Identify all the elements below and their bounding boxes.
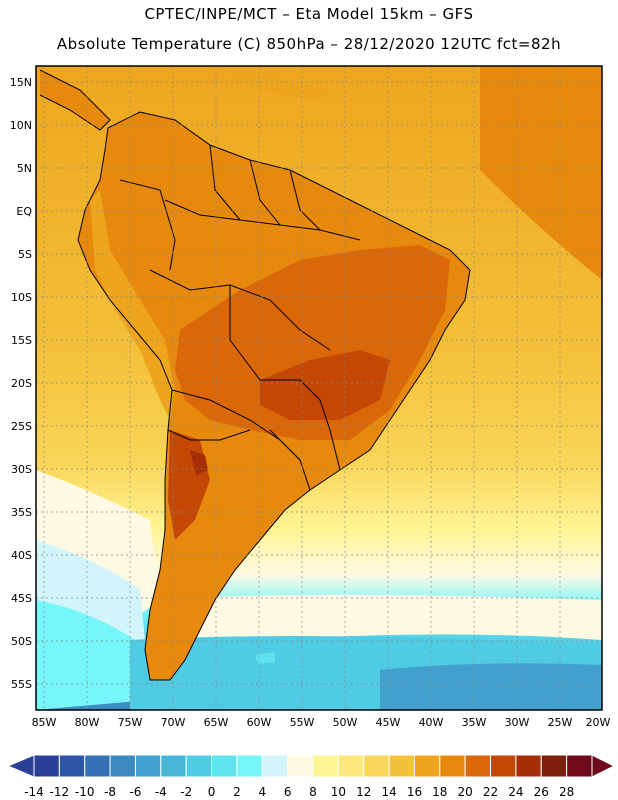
colorbar-label: 20 bbox=[458, 785, 473, 799]
colorbar-swatch bbox=[185, 754, 213, 778]
colorbar-label: -2 bbox=[180, 785, 192, 799]
colorbar-swatch bbox=[439, 754, 466, 778]
colorbar-swatch bbox=[490, 754, 517, 778]
lat-label: 25S bbox=[11, 420, 32, 433]
lon-label: 20W bbox=[586, 716, 611, 729]
country-borders bbox=[39, 69, 471, 681]
colorbar-label: 24 bbox=[508, 785, 523, 799]
colorbar-swatch bbox=[211, 754, 238, 778]
lon-label: 50W bbox=[333, 716, 358, 729]
colorbar-label: 16 bbox=[407, 785, 422, 799]
colorbar-label: 22 bbox=[483, 785, 498, 799]
lat-label: 10N bbox=[10, 119, 32, 132]
lon-label: 60W bbox=[247, 716, 272, 729]
lat-label: 50S bbox=[11, 635, 32, 648]
colorbar-swatch bbox=[236, 754, 263, 778]
lon-label: 80W bbox=[75, 716, 100, 729]
colorbar-swatch bbox=[337, 754, 365, 778]
latitude-axis: 15N 10N 5N EQ 5S 10S 15S 20S 25S 30S 35S… bbox=[10, 76, 33, 691]
colorbar-label: -4 bbox=[155, 785, 167, 799]
title-line-2: Absolute Temperature (C) 850hPa – 28/12/… bbox=[56, 35, 562, 53]
colorbar-swatch bbox=[134, 754, 162, 778]
colorbar-swatch bbox=[109, 754, 136, 778]
colorbar-label: -10 bbox=[75, 785, 95, 799]
colorbar-swatch bbox=[413, 754, 441, 778]
lat-label: 15S bbox=[11, 334, 32, 347]
graticule bbox=[36, 66, 602, 710]
colorbar-label: 8 bbox=[309, 785, 317, 799]
colorbar-label: 0 bbox=[208, 785, 216, 799]
colorbar-label: 10 bbox=[331, 785, 346, 799]
lat-label: 20S bbox=[11, 377, 32, 390]
colorbar-label: 2 bbox=[233, 785, 241, 799]
colorbar-swatch bbox=[287, 754, 314, 778]
colorbar-swatch bbox=[515, 754, 542, 778]
colorbar-arrow-right bbox=[591, 754, 616, 778]
lon-label: 40W bbox=[419, 716, 444, 729]
lat-label: 5N bbox=[17, 162, 32, 175]
lat-label: EQ bbox=[16, 205, 32, 218]
colorbar-swatch bbox=[312, 754, 339, 778]
lon-label: 85W bbox=[32, 716, 57, 729]
lon-label: 65W bbox=[204, 716, 229, 729]
lat-label: 55S bbox=[11, 678, 32, 691]
colorbar-label: -12 bbox=[50, 785, 70, 799]
colorbar-label: -8 bbox=[104, 785, 116, 799]
colorbar: -14 -12 -10 -8 -6 -4 -2 0 2 4 6 8 10 12 14 16 18 20 22 24 26… bbox=[6, 754, 616, 799]
longitude-axis: 85W 80W 75W 70W 65W 60W 55W 50W 45W 40W … bbox=[32, 716, 611, 729]
title-line-1: CPTEC/INPE/MCT – Eta Model 15km – GFS bbox=[144, 5, 474, 23]
colorbar-label: 28 bbox=[559, 785, 574, 799]
lat-label: 15N bbox=[10, 76, 32, 89]
lon-label: 45W bbox=[376, 716, 401, 729]
colorbar-label: 26 bbox=[534, 785, 549, 799]
lon-label: 30W bbox=[505, 716, 530, 729]
colorbar-swatch bbox=[84, 754, 111, 778]
lat-label: 45S bbox=[11, 592, 32, 605]
lat-label: 5S bbox=[18, 248, 32, 261]
colorbar-swatch bbox=[540, 754, 568, 778]
map-frame bbox=[35, 65, 603, 711]
colorbar-swatch bbox=[363, 754, 390, 778]
lon-label: 55W bbox=[290, 716, 315, 729]
lat-label: 35S bbox=[11, 506, 32, 519]
colorbar-swatch bbox=[58, 754, 86, 778]
colorbar-arrow-left bbox=[6, 754, 35, 778]
lon-label: 25W bbox=[548, 716, 573, 729]
lat-label: 10S bbox=[11, 291, 32, 304]
colorbar-label: 6 bbox=[284, 785, 292, 799]
lon-label: 70W bbox=[161, 716, 186, 729]
colorbar-swatch bbox=[464, 754, 492, 778]
colorbar-swatch bbox=[566, 754, 593, 778]
lon-label: 35W bbox=[462, 716, 487, 729]
lon-label: 75W bbox=[118, 716, 143, 729]
colorbar-label: 14 bbox=[381, 785, 396, 799]
colorbar-label: 12 bbox=[356, 785, 371, 799]
colorbar-label: -14 bbox=[24, 785, 44, 799]
colorbar-label: -6 bbox=[129, 785, 141, 799]
colorbar-swatch bbox=[33, 754, 60, 778]
lat-label: 30S bbox=[11, 463, 32, 476]
colorbar-swatch bbox=[261, 754, 289, 778]
colorbar-label: 4 bbox=[258, 785, 266, 799]
colorbar-label: 18 bbox=[432, 785, 447, 799]
colorbar-swatch bbox=[160, 754, 187, 778]
lat-label: 40S bbox=[11, 549, 32, 562]
colorbar-swatch bbox=[388, 754, 415, 778]
